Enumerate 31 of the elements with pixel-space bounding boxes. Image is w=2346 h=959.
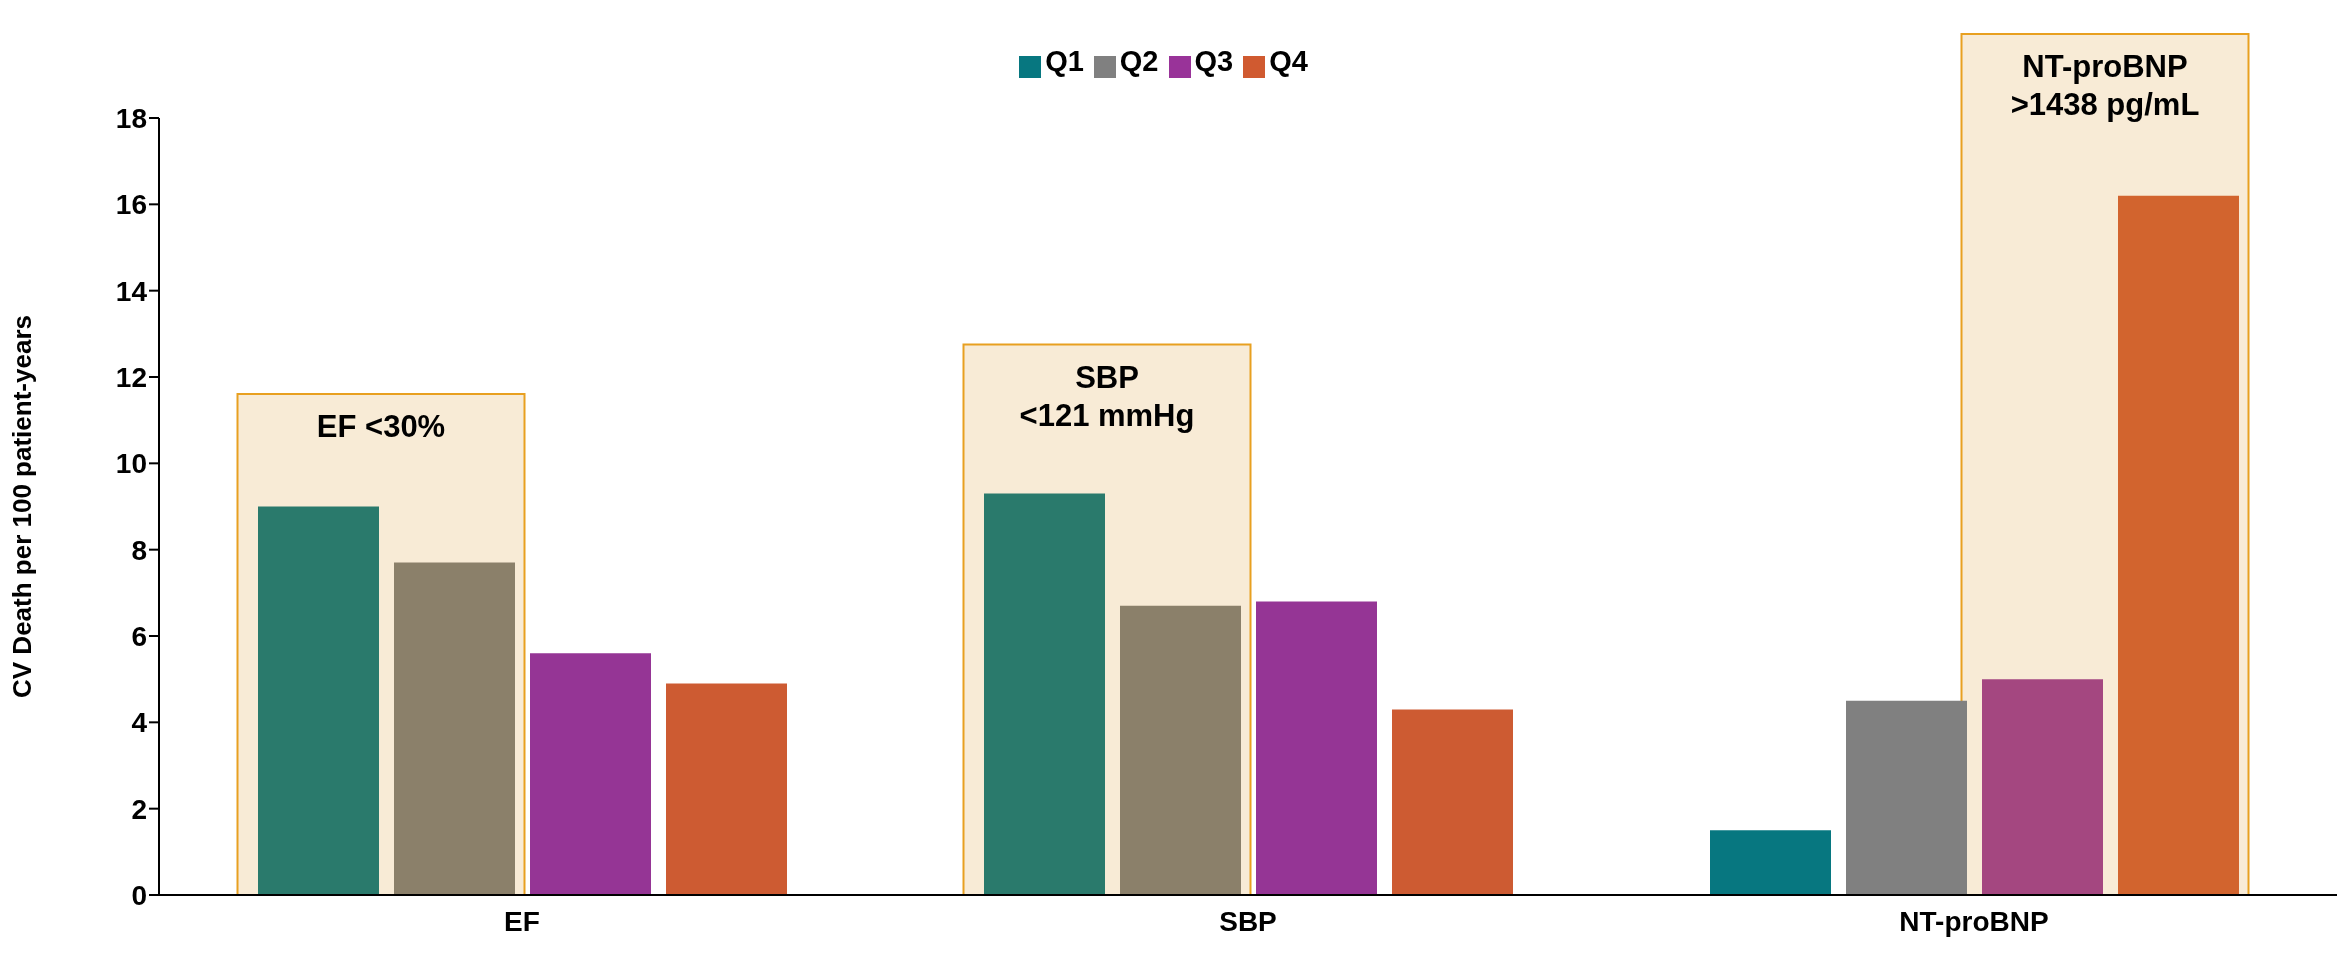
y-tick-label: 14 xyxy=(115,275,148,307)
bar xyxy=(394,562,515,895)
y-tick-label: 18 xyxy=(115,102,147,134)
y-tick-label: 6 xyxy=(131,620,147,652)
legend-label: Q3 xyxy=(1194,45,1234,77)
bar xyxy=(1982,679,2103,895)
bar xyxy=(1256,601,1377,895)
bar xyxy=(666,683,787,895)
x-tick-label: NT-proBNP xyxy=(1899,905,2049,937)
band-label: NT-proBNP >1438 pg/mL xyxy=(2009,48,2201,124)
legend-label: Q2 xyxy=(1119,45,1159,77)
y-tick-label: 12 xyxy=(115,361,147,393)
y-tick-label: 8 xyxy=(131,534,147,566)
legend-label: Q1 xyxy=(1045,45,1084,77)
y-axis-title: CV Death per 100 patient-years xyxy=(7,315,38,698)
bar xyxy=(1710,830,1831,895)
band-label: EF <30% xyxy=(315,408,447,446)
legend-label: Q4 xyxy=(1269,45,1308,77)
x-tick-label: SBP xyxy=(1219,905,1277,937)
bar xyxy=(530,653,651,895)
bar xyxy=(984,493,1105,895)
y-tick-label: 4 xyxy=(131,707,148,739)
bar xyxy=(1120,605,1241,895)
x-tick-label: EF xyxy=(504,905,540,937)
bar xyxy=(1392,709,1513,895)
y-tick-label: 10 xyxy=(115,448,147,480)
band-label: SBP <121 mmHg xyxy=(1018,358,1196,435)
y-tick-label: 0 xyxy=(131,879,147,911)
y-tick-label: 2 xyxy=(131,793,147,825)
y-tick-label: 16 xyxy=(115,189,147,221)
bar xyxy=(1846,700,1967,895)
